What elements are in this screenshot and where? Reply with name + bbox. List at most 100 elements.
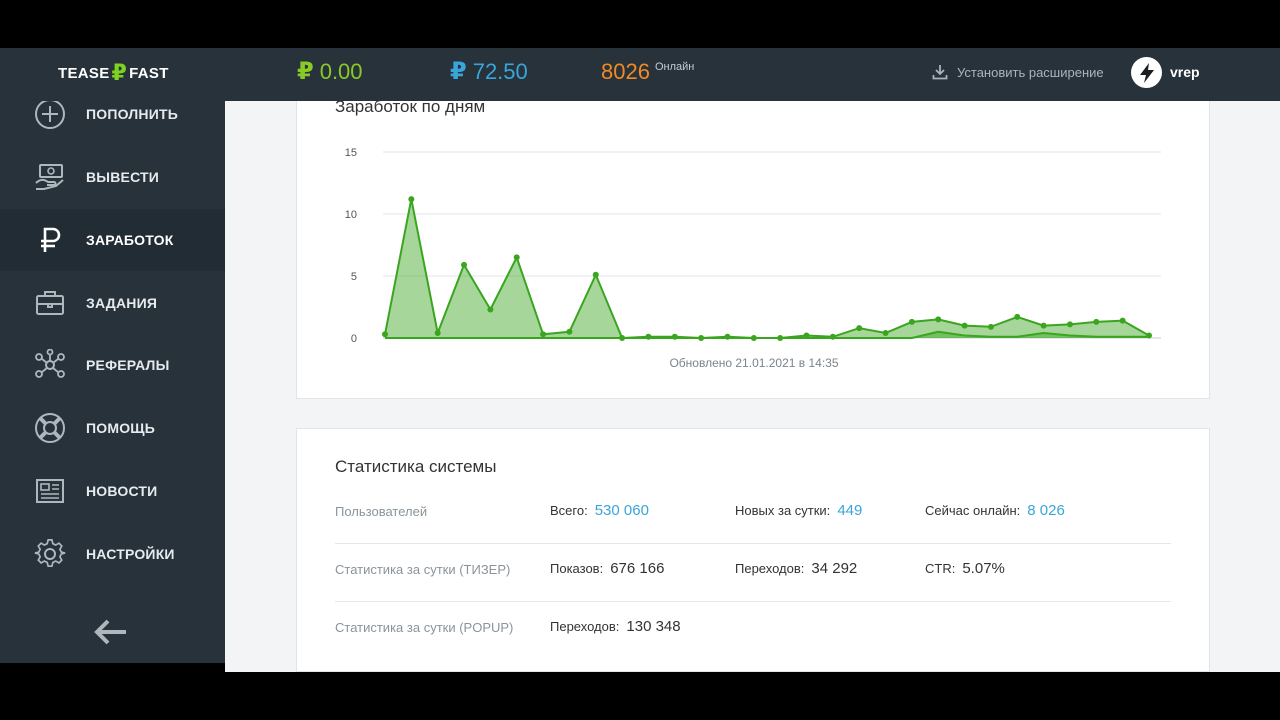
top-bar: TEASE ₽ FAST ₽ 0.00 ₽ 72.50 8026 Онлайн … (0, 48, 1280, 101)
stat-value: 449 (837, 502, 863, 519)
series-line (385, 330, 1149, 339)
stat-online-now: Сейчас онлайн: 8 026 (925, 502, 1065, 519)
sidebar-item-news[interactable]: НОВОСТИ (0, 460, 225, 522)
network-icon (34, 349, 66, 381)
data-point (461, 261, 468, 268)
online-label: Онлайн (655, 61, 695, 73)
data-point (513, 254, 520, 261)
stats-row-users: Пользователей Всего: 530 060 Новых за су… (335, 486, 1171, 544)
data-point (592, 271, 599, 278)
logo-text-right: FAST (129, 64, 169, 82)
stat-key: Сейчас онлайн: (925, 503, 1021, 518)
data-point (856, 325, 863, 332)
balance-main-value: 0.00 (319, 59, 363, 84)
ruble-icon (34, 224, 66, 256)
sidebar-item-tasks[interactable]: ЗАДАНИЯ (0, 272, 225, 334)
data-point (540, 331, 547, 338)
data-point (434, 330, 441, 337)
sidebar-item-referrals[interactable]: РЕФЕРАЛЫ (0, 334, 225, 396)
arrow-left-icon[interactable] (94, 619, 128, 645)
y-tick-label: 0 (351, 333, 357, 345)
stat-key: Переходов: (735, 561, 805, 576)
newspaper-icon (34, 475, 66, 507)
stat-key: Показов: (550, 561, 604, 576)
stat-key: Переходов: (550, 619, 620, 634)
sidebar-item-label: ПОМОЩЬ (86, 420, 156, 436)
ruble-icon: ₽ (450, 58, 467, 85)
stat-total-users: Всего: 530 060 (550, 502, 649, 519)
briefcase-icon (34, 287, 66, 319)
chart-updated-text: Обновлено 21.01.2021 в 14:35 (669, 356, 839, 370)
download-icon (932, 65, 948, 80)
user-avatar[interactable] (1131, 57, 1162, 88)
data-point (382, 331, 388, 338)
logo-ruble-symbol: ₽ (111, 60, 128, 85)
stat-key: Новых за сутки: (735, 503, 831, 518)
balance-main[interactable]: ₽ 0.00 (297, 59, 363, 85)
y-tick-label: 15 (345, 147, 357, 159)
sidebar-item-deposit[interactable]: ПОПОЛНИТЬ (0, 101, 225, 145)
lightning-icon (1139, 62, 1154, 83)
series-area (385, 331, 1149, 338)
sidebar-item-earnings[interactable]: ЗАРАБОТОК (0, 209, 225, 271)
stats-row-popup: Статистика за сутки (POPUP) Переходов: 1… (335, 602, 1171, 660)
plus-circle-icon (34, 101, 66, 130)
stat-value: 676 166 (610, 560, 665, 577)
cash-hand-icon (34, 161, 66, 193)
row-label: Пользователей (335, 504, 428, 519)
balance-advertising-value: 72.50 (472, 59, 528, 84)
stat-value: 130 348 (626, 618, 681, 635)
ruble-icon: ₽ (297, 58, 314, 85)
install-extension-label: Установить расширение (957, 64, 1104, 80)
sidebar: ПОПОЛНИТЬ ВЫВЕСТИ ЗАРАБОТОК ЗАДАНИЯ РЕФЕ… (0, 101, 225, 663)
sidebar-item-label: НОВОСТИ (86, 483, 158, 499)
online-count: 8026 (601, 59, 650, 84)
stat-value: 34 292 (811, 560, 858, 577)
balance-advertising[interactable]: ₽ 72.50 (450, 59, 528, 85)
install-extension-link[interactable]: Установить расширение (932, 64, 1104, 80)
main-content: Заработок по дням 15 10 5 0 Обновлено 21.01… (225, 101, 1280, 672)
sidebar-item-label: ПОПОЛНИТЬ (86, 106, 178, 122)
y-tick-label: 10 (345, 209, 357, 221)
row-label: Статистика за сутки (ТИЗЕР) (335, 562, 511, 577)
sidebar-item-settings[interactable]: НАСТРОЙКИ (0, 523, 225, 585)
data-point (1040, 322, 1047, 329)
data-point (1093, 318, 1100, 325)
chart-title: Заработок по дням (335, 101, 486, 116)
stat-key: Всего: (550, 503, 588, 518)
sidebar-item-label: НАСТРОЙКИ (86, 546, 175, 562)
data-point (987, 323, 994, 330)
gear-icon (34, 538, 66, 570)
data-point (566, 328, 573, 335)
username[interactable]: vrep (1170, 64, 1200, 80)
data-point (1119, 317, 1126, 324)
earnings-chart: 15 10 5 0 (345, 147, 1161, 345)
data-point (408, 196, 415, 203)
stat-popup-clicks: Переходов: 130 348 (550, 618, 681, 635)
stat-new-users: Новых за сутки: 449 (735, 502, 862, 519)
stat-impressions: Показов: 676 166 (550, 560, 664, 577)
stat-key: CTR: (925, 561, 956, 576)
data-point (1014, 313, 1021, 320)
data-point (908, 318, 915, 325)
sidebar-item-label: ЗАДАНИЯ (86, 295, 158, 311)
stat-value: 5.07% (962, 560, 1005, 577)
stat-ctr: CTR: 5.07% (925, 560, 1005, 577)
stat-clicks: Переходов: 34 292 (735, 560, 857, 577)
stats-title: Статистика системы (335, 457, 497, 476)
stats-row-teaser: Статистика за сутки (ТИЗЕР) Показов: 676… (335, 544, 1171, 602)
lifebuoy-icon (34, 412, 66, 444)
sidebar-item-withdraw[interactable]: ВЫВЕСТИ (0, 146, 225, 208)
earnings-chart-card: Заработок по дням 15 10 5 0 Обновлено 21.01… (296, 101, 1210, 399)
data-point (882, 330, 889, 337)
data-point (487, 306, 494, 313)
sidebar-item-help[interactable]: ПОМОЩЬ (0, 397, 225, 459)
sidebar-item-label: РЕФЕРАЛЫ (86, 357, 170, 373)
row-label: Статистика за сутки (POPUP) (335, 620, 514, 635)
data-point (935, 316, 942, 323)
logo[interactable]: TEASE ₽ FAST (58, 60, 169, 85)
data-point (961, 322, 968, 329)
stat-value: 8 026 (1027, 502, 1065, 519)
sidebar-item-label: ЗАРАБОТОК (86, 232, 174, 248)
